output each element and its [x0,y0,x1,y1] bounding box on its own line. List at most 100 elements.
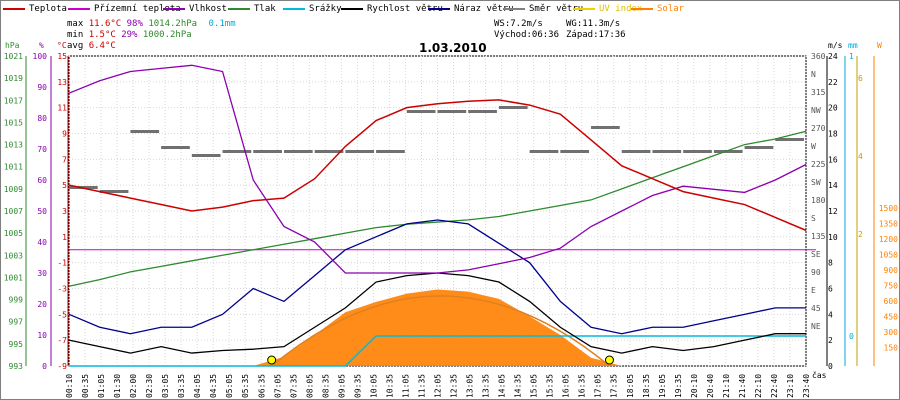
ms-tick-label: 0 [828,362,833,371]
x-tick-label: 16:35 [578,374,587,398]
x-tick-label: 02:00 [129,374,138,398]
hpa-tick-label: 1021 [4,52,23,61]
legend-swatch [228,7,250,10]
uv-tick-label: 2 [858,230,863,239]
w-tick-label: 900 [884,266,899,275]
pct-tick-label: 80 [37,114,47,123]
legend-label: Směr větru [529,4,584,14]
pct-tick-label: 10 [37,331,47,340]
x-tick-label: 20:40 [706,374,715,398]
sunset: Západ:17:36 [566,30,626,40]
dir-tick-label: 45 [811,304,821,313]
legend-label: Teplota [29,4,67,14]
w-tick-label: 450 [884,313,899,322]
hpa-tick-label: 995 [9,340,24,349]
wind-direction-mark [130,130,160,133]
mm-tick-label: 0 [849,332,854,341]
legend-label: UV index [599,4,643,14]
temp-tick-label: 13 [57,78,67,87]
wind-direction-mark [283,150,313,153]
x-tick-label: 13:05 [466,374,475,398]
wind-direction-mark [498,106,528,109]
wind-direction-mark [191,154,221,157]
wind-direction-mark [406,110,436,113]
x-tick-label: 22:40 [770,374,779,398]
x-tick-label: 10:35 [385,374,394,398]
w-tick-label: 1050 [879,251,898,260]
dir-tick-label: W [811,142,816,151]
temp-tick-label: -5 [57,310,67,319]
legend-label: Vlhkost [189,4,227,14]
pct-tick-label: 40 [37,238,47,247]
x-tick-label: 15:05 [530,374,539,398]
dir-tick-label: 360 [811,52,826,61]
wind-direction-mark [99,190,129,193]
temp-tick-label: 11 [57,104,67,113]
temp-tick-label: 7 [62,155,67,164]
wind-direction-mark [560,150,590,153]
x-tick-label: 22:10 [754,374,763,398]
legend-label: Náraz větru [454,4,514,14]
temp-tick-label: 3 [62,207,67,216]
ms-axis-unit: m/s [828,41,843,50]
stats-avg-row: avg 6.4°C [67,41,116,51]
wind-direction-mark [591,126,620,129]
wind-direction-mark [529,150,559,153]
dir-tick-label: E [811,286,816,295]
x-tick-label: 23:40 [802,374,811,398]
stats-max-humidity: 98% [126,19,143,29]
x-tick-label: 11:05 [401,374,410,398]
w-tick-label: 300 [884,328,899,337]
legend-label: Srážky [309,4,342,14]
hpa-tick-label: 1005 [4,229,23,238]
temp-tick-label: 9 [62,130,67,139]
pct-axis-unit: % [39,41,44,50]
pct-tick-label: 30 [37,269,47,278]
ms-tick-label: 20 [828,104,838,113]
stats-min-row: min 1.5°C 29% 1000.2hPa [67,30,192,40]
temp-tick-label: -3 [57,285,67,294]
legend-solar: Solar [631,4,684,14]
hpa-tick-label: 1019 [4,74,23,83]
wind-direction-mark [621,150,651,153]
legend-srazky: Srážky [283,4,342,14]
stats-label: min [67,30,84,40]
pct-tick-label: 70 [37,145,47,154]
rain-line [69,335,806,367]
x-tick-label: 08:05 [305,374,314,398]
x-tick-label: 09:05 [337,374,346,398]
x-tick-label: 03:35 [177,374,186,398]
legend-swatch [503,7,525,10]
x-tick-label: 00:10 [65,374,74,398]
chart-title: 1.03.2010 [419,41,487,55]
pressure-line [68,130,807,287]
x-axis-label: čas [812,370,827,380]
solar-area [69,289,806,366]
ms-tick-label: 6 [828,285,833,294]
sunrise-marker [267,355,277,365]
wind-direction-mark [253,150,282,153]
x-tick-label: 16:05 [562,374,571,398]
ms-tick-label: 24 [828,52,838,61]
x-tick-label: 14:35 [514,374,523,398]
stats-max-pressure: 1014.2hPa [148,19,198,29]
x-tick-label: 07:05 [273,374,282,398]
temp-tick-label: 15 [57,52,67,61]
wind-gust-max: WG:11.3m/s [566,19,621,29]
pct-tick-label: 60 [37,176,47,185]
stats-min-temp: 1.5°C [88,30,116,40]
w-tick-label: 750 [884,282,899,291]
temp-tick-label: 5 [62,181,67,190]
wind-direction-mark [744,146,774,149]
dir-tick-label: SE [811,250,821,259]
dir-tick-label: 135 [811,232,826,241]
legend-swatch [3,7,25,10]
stats-label: max [67,19,84,29]
x-tick-label: 05:05 [225,374,234,398]
hpa-tick-label: 1011 [4,163,23,172]
x-tick-label: 09:35 [353,374,362,398]
dir-tick-label: 180 [811,196,826,205]
temp-tick-label: -7 [57,336,67,345]
sunset-marker [604,355,614,365]
